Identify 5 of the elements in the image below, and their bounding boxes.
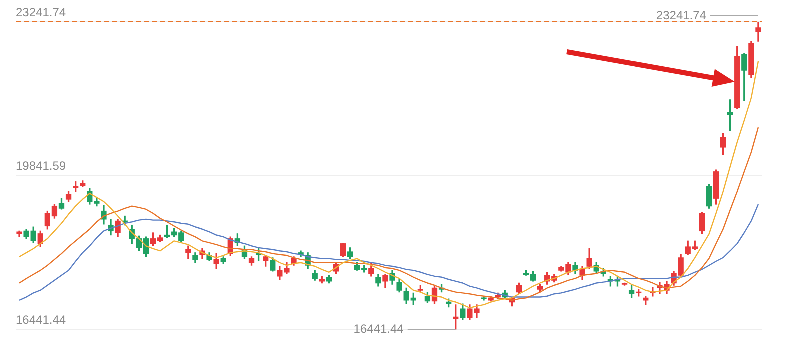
annotation: 23241.74 [656,8,707,22]
y-tick-label: 16441.44 [16,313,66,328]
annotation: 16441.44 [354,322,404,336]
y-tick-label: 19841.59 [16,159,66,174]
y-tick-label: 23241.74 [16,5,66,20]
